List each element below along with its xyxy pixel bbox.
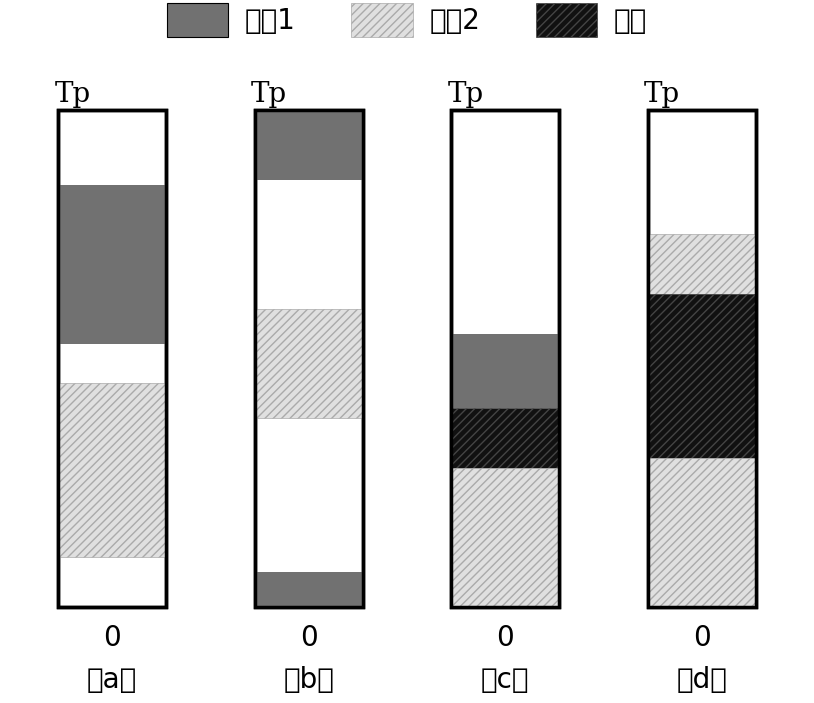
Text: 0: 0 bbox=[103, 624, 121, 652]
Bar bbox=[451, 334, 559, 408]
Text: （c）: （c） bbox=[481, 666, 529, 695]
Bar bbox=[255, 110, 363, 607]
Bar bbox=[451, 408, 559, 467]
Bar bbox=[59, 185, 166, 344]
Text: Tp: Tp bbox=[447, 81, 484, 108]
Text: （b）: （b） bbox=[283, 666, 335, 695]
Bar bbox=[59, 383, 166, 557]
Text: 0: 0 bbox=[300, 624, 317, 652]
Bar bbox=[255, 309, 363, 418]
Text: Tp: Tp bbox=[55, 81, 90, 108]
Bar bbox=[59, 110, 166, 607]
Bar bbox=[451, 110, 559, 607]
Bar bbox=[648, 110, 755, 607]
Bar bbox=[648, 294, 755, 458]
Bar bbox=[451, 467, 559, 607]
Bar bbox=[648, 234, 755, 294]
Bar bbox=[648, 110, 755, 607]
Bar bbox=[59, 110, 166, 607]
Text: Tp: Tp bbox=[644, 81, 680, 108]
Text: （d）: （d） bbox=[676, 666, 727, 695]
Text: Tp: Tp bbox=[251, 81, 287, 108]
Bar bbox=[648, 458, 755, 607]
Text: 0: 0 bbox=[693, 624, 711, 652]
Bar bbox=[451, 110, 559, 607]
Bar bbox=[255, 572, 363, 607]
Bar bbox=[255, 110, 363, 180]
Text: （a）: （a） bbox=[87, 666, 138, 695]
Bar bbox=[255, 110, 363, 607]
Text: 0: 0 bbox=[497, 624, 514, 652]
Legend: 序列1, 序列2, 交疊: 序列1, 序列2, 交疊 bbox=[156, 0, 658, 48]
